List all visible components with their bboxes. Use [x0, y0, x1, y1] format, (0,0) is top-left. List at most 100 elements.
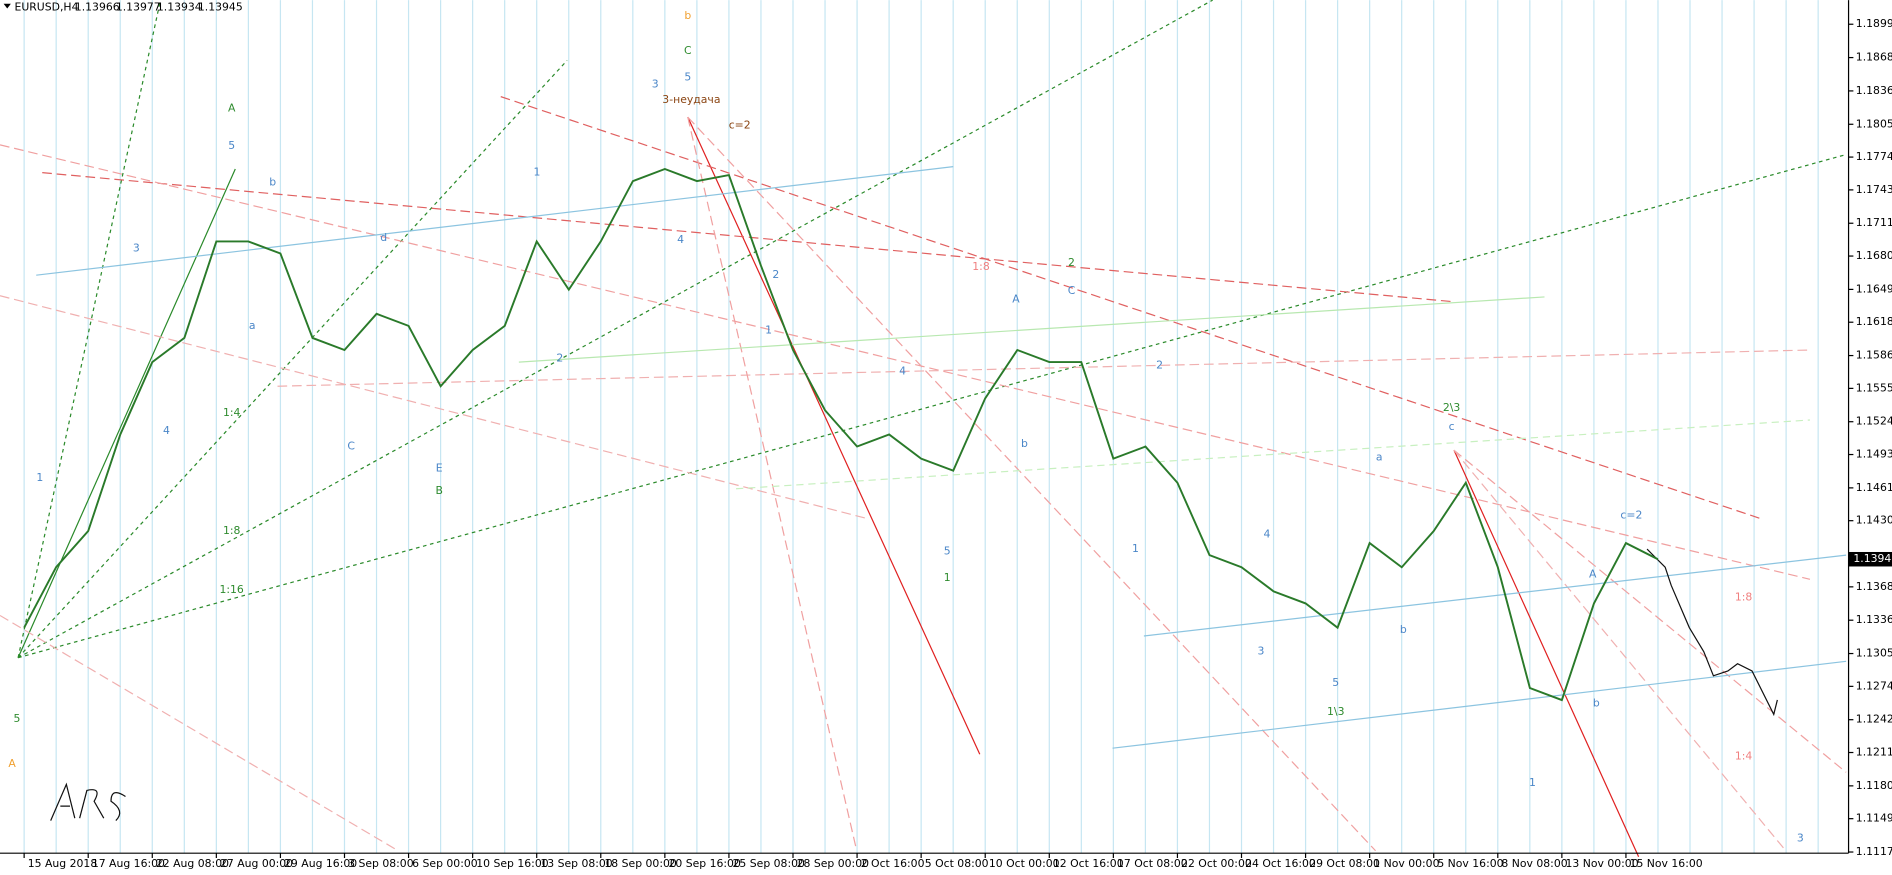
trend-lines — [0, 0, 1847, 858]
wave-label: C — [684, 44, 692, 57]
wave-label: B — [435, 484, 442, 497]
current-price-box — [1848, 551, 1892, 567]
wave-label: 5 — [944, 545, 951, 558]
wave-label: 5 — [1332, 676, 1339, 689]
wave-label: 2\3 — [1443, 401, 1461, 414]
plot — [23, 167, 1659, 702]
wave-label: 5 — [684, 70, 691, 83]
wave-label: A — [8, 757, 16, 770]
x-tick-label: 3 Sep 08:00 — [348, 857, 414, 870]
wave-label: 1 — [765, 324, 772, 337]
forecast-path — [1646, 548, 1778, 717]
x-tick-label: 20 Sep 16:00 — [668, 857, 740, 870]
wave-label: 5 — [228, 139, 235, 152]
wave-label: a — [249, 319, 256, 332]
wave-label: E — [436, 461, 443, 474]
wave-label: 1 — [1529, 776, 1536, 789]
wave-label: 1 — [1132, 542, 1139, 555]
wave-label: 1 — [944, 571, 951, 584]
channel-line — [1453, 449, 1847, 773]
x-tick-label: 15 Aug 2018 — [28, 857, 98, 870]
x-tick-label: 28 Sep 00:00 — [797, 857, 869, 870]
wave-label: 3 — [133, 242, 140, 255]
wave-label: C — [347, 440, 355, 453]
y-tick-label: 1.16494 — [1856, 282, 1892, 295]
fan-line — [17, 0, 1213, 659]
wave-label: b — [269, 175, 276, 188]
x-tick-label: 12 Oct 16:00 — [1053, 857, 1124, 870]
x-tick-label: 5 Oct 08:00 — [925, 857, 989, 870]
x-tick-label: 18 Sep 00:00 — [604, 857, 676, 870]
x-tick-label: 13 Sep 08:00 — [540, 857, 612, 870]
y-tick-label: 1.12119 — [1856, 746, 1892, 759]
x-tick-label: 17 Oct 08:00 — [1117, 857, 1188, 870]
x-tick-label: 17 Aug 16:00 — [92, 857, 165, 870]
channel-line — [1112, 660, 1847, 749]
y-tick-label: 1.18369 — [1856, 84, 1892, 97]
wave-label: b — [1400, 623, 1407, 636]
x-tick-label: 1 Nov 00:00 — [1373, 857, 1439, 870]
channel-line — [0, 295, 869, 520]
wave-label: A — [1589, 567, 1597, 580]
x-tick-label: 24 Oct 16:00 — [1245, 857, 1316, 870]
wave-label: 2 — [1156, 359, 1163, 372]
channel-line — [687, 116, 1377, 852]
wave-label: 4 — [163, 424, 170, 437]
y-tick-label: 1.17744 — [1856, 150, 1892, 163]
wave-label: 1 — [533, 166, 540, 179]
wave-label: b — [684, 9, 691, 22]
channel-line — [518, 296, 1545, 363]
wave-label: 2 — [1068, 256, 1075, 269]
wave-label: 1:8 — [972, 260, 990, 273]
x-tick-label: 22 Oct 00:00 — [1181, 857, 1252, 870]
channel-line — [687, 117, 858, 851]
wave-label: 3 — [652, 78, 659, 91]
x-tick-label: 10 Sep 16:00 — [476, 857, 548, 870]
wave-label: 2 — [556, 351, 563, 364]
x-tick-label: 15 Nov 16:00 — [1630, 857, 1703, 870]
y-tick-label: 1.13054 — [1856, 647, 1892, 660]
x-tick-label: 6 Sep 00:00 — [412, 857, 478, 870]
wave-label: 4 — [677, 233, 684, 246]
y-tick-label: 1.14309 — [1856, 514, 1892, 527]
wave-label: a — [1376, 450, 1383, 463]
wave-label: d — [380, 231, 387, 244]
x-tick-label: 27 Aug 00:00 — [220, 857, 293, 870]
y-tick-label: 1.15244 — [1856, 415, 1892, 428]
trend-line — [17, 168, 236, 658]
x-tick-label: 5 Nov 16:00 — [1437, 857, 1503, 870]
wave-label: 3 — [1257, 645, 1264, 658]
grid — [23, 0, 1819, 854]
wave-label: C — [1068, 284, 1076, 297]
channel-line — [736, 419, 1810, 490]
wave-label: 1:4 — [1735, 750, 1753, 763]
wave-label: 1:16 — [219, 583, 243, 596]
wave-label: 4 — [899, 365, 906, 378]
current-price-label: 1.13945 — [1853, 552, 1892, 565]
x-tick-label: 29 Aug 16:00 — [284, 857, 357, 870]
wave-label: b — [1593, 697, 1600, 710]
y-tick-label: 1.16809 — [1856, 249, 1892, 262]
low: 1.13934 — [157, 0, 202, 13]
y-tick-label: 1.17119 — [1856, 216, 1892, 229]
x-tick-label: 8 Nov 08:00 — [1501, 857, 1567, 870]
wave-label: 1 — [36, 471, 43, 484]
wave-label: 5 — [13, 712, 20, 725]
y-tick-label: 1.18684 — [1856, 51, 1892, 64]
wave-label: A — [228, 102, 236, 115]
fan-line — [17, 0, 162, 658]
channel-line — [36, 166, 954, 276]
wave-label: c — [1449, 420, 1455, 433]
wave-label: 3-неудача — [662, 93, 720, 106]
channel-line — [1143, 554, 1847, 637]
y-tick-label: 1.11179 — [1856, 845, 1892, 858]
wave-label: 2 — [772, 268, 779, 281]
signature — [50, 782, 126, 822]
y-tick-label: 1.14934 — [1856, 448, 1892, 461]
x-tick-label: 25 Sep 08:00 — [733, 857, 805, 870]
fan-line — [17, 153, 1847, 659]
y-tick-label: 1.15869 — [1856, 349, 1892, 362]
wave-label: 3 — [1797, 832, 1804, 845]
